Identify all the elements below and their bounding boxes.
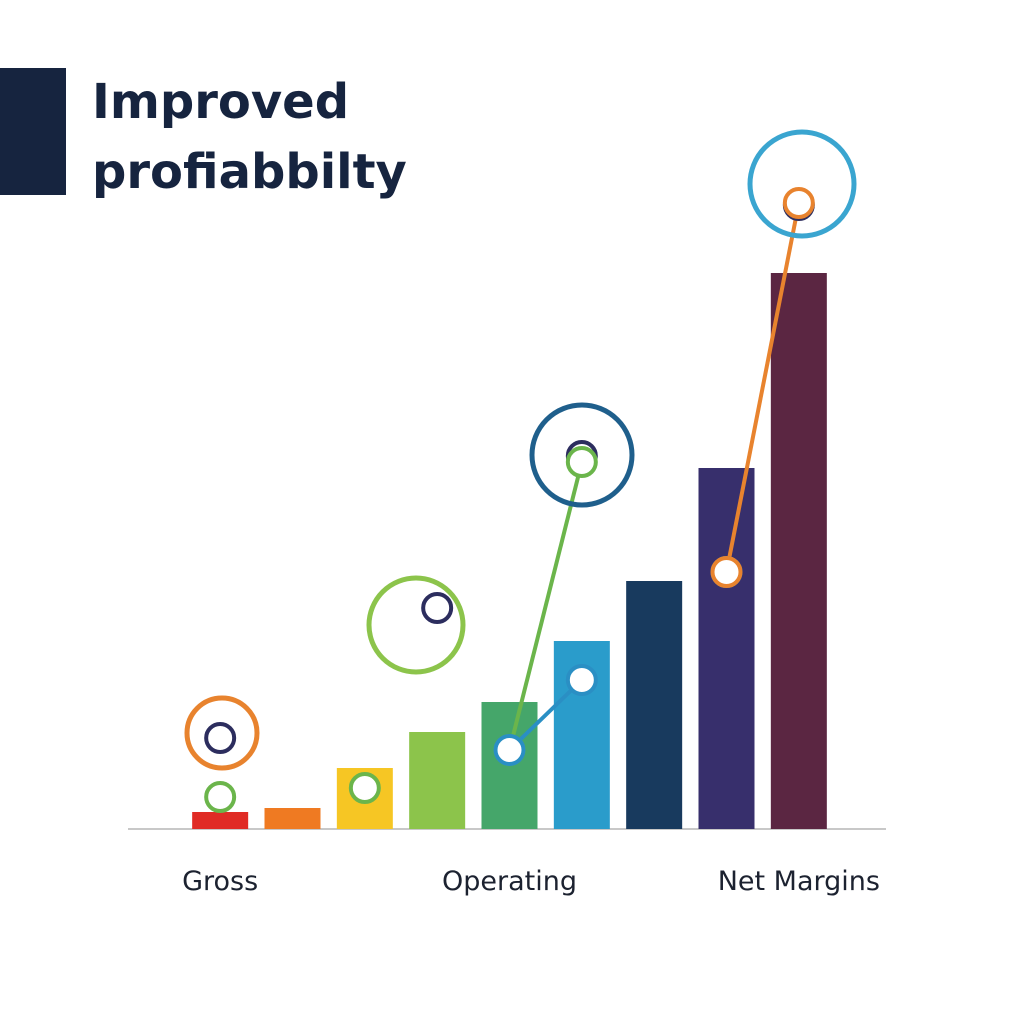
line-marker (710, 556, 743, 588)
bar (698, 468, 755, 829)
line-marker (565, 446, 598, 478)
bar (192, 812, 249, 829)
title-block (0, 68, 66, 195)
line-marker (493, 734, 526, 766)
bar (770, 273, 827, 829)
halo (529, 402, 635, 508)
halos (184, 129, 857, 771)
halo (184, 695, 260, 771)
bar (626, 581, 683, 829)
x-tick-label: Net Margins (718, 866, 880, 897)
halo (747, 129, 857, 239)
bar (264, 808, 321, 829)
line (510, 572, 727, 750)
line (507, 461, 584, 751)
line-marker (204, 781, 237, 813)
bar (409, 732, 466, 829)
line-marker (565, 664, 598, 696)
line (724, 202, 801, 573)
line-marker (782, 187, 815, 219)
halo (366, 575, 466, 675)
line-marker (421, 592, 454, 624)
x-tick-label: Gross (182, 866, 258, 897)
line-marker (204, 722, 237, 754)
chart-title: Improved (92, 74, 349, 130)
chart-title: profiabbilty (92, 144, 407, 200)
line-marker (348, 772, 381, 804)
x-tick-label: Operating (442, 866, 577, 897)
